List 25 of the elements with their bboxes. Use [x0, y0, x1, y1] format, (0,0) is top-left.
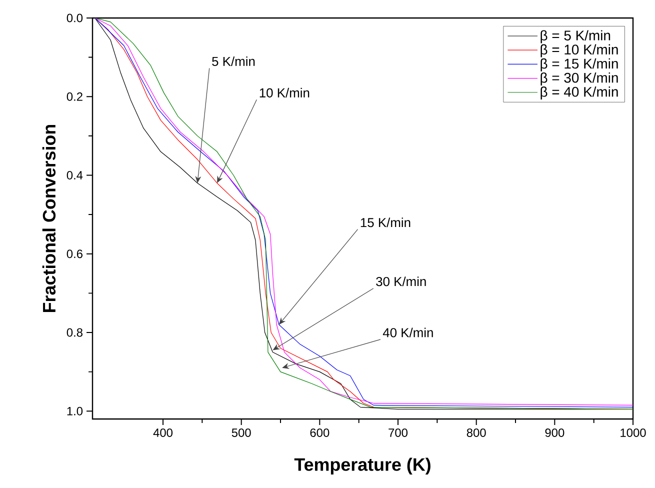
- y-tick-label: 0.2: [66, 92, 82, 101]
- y-tick-label: 1.0: [67, 406, 83, 416]
- y-tick-label: 0.0: [66, 14, 83, 22]
- annotation: 40 K/min: [382, 328, 433, 338]
- annotation: 30 K/min: [376, 276, 426, 286]
- x-tick-label: 700: [388, 428, 408, 437]
- x-tick-label: 1000: [620, 428, 646, 437]
- annotation: 5 K/min: [212, 56, 255, 66]
- legend-label: β = 15 K/min: [540, 58, 618, 72]
- x-tick-label: 800: [466, 428, 486, 437]
- x-tick-label: 500: [232, 428, 251, 437]
- legend-label: β = 10 K/min: [540, 44, 618, 58]
- x-tick-label: 600: [310, 428, 330, 437]
- x-tick-label: 900: [545, 428, 564, 437]
- legend-label: β = 40 K/min: [540, 86, 618, 100]
- x-tick-label: 400: [153, 428, 173, 437]
- y-tick-label: 0.6: [66, 250, 82, 258]
- legend-label: β = 30 K/min: [540, 72, 618, 86]
- y-axis-title: Fractional Conversion: [42, 124, 56, 312]
- y-tick-label: 0.8: [66, 328, 82, 337]
- y-tick-label: 0.4: [66, 171, 83, 180]
- annotation: 15 K/min: [360, 218, 410, 228]
- x-axis-title: Temperature (K): [294, 458, 430, 474]
- legend-label: β = 5 K/min: [540, 30, 610, 44]
- annotation: 10 K/min: [260, 88, 310, 98]
